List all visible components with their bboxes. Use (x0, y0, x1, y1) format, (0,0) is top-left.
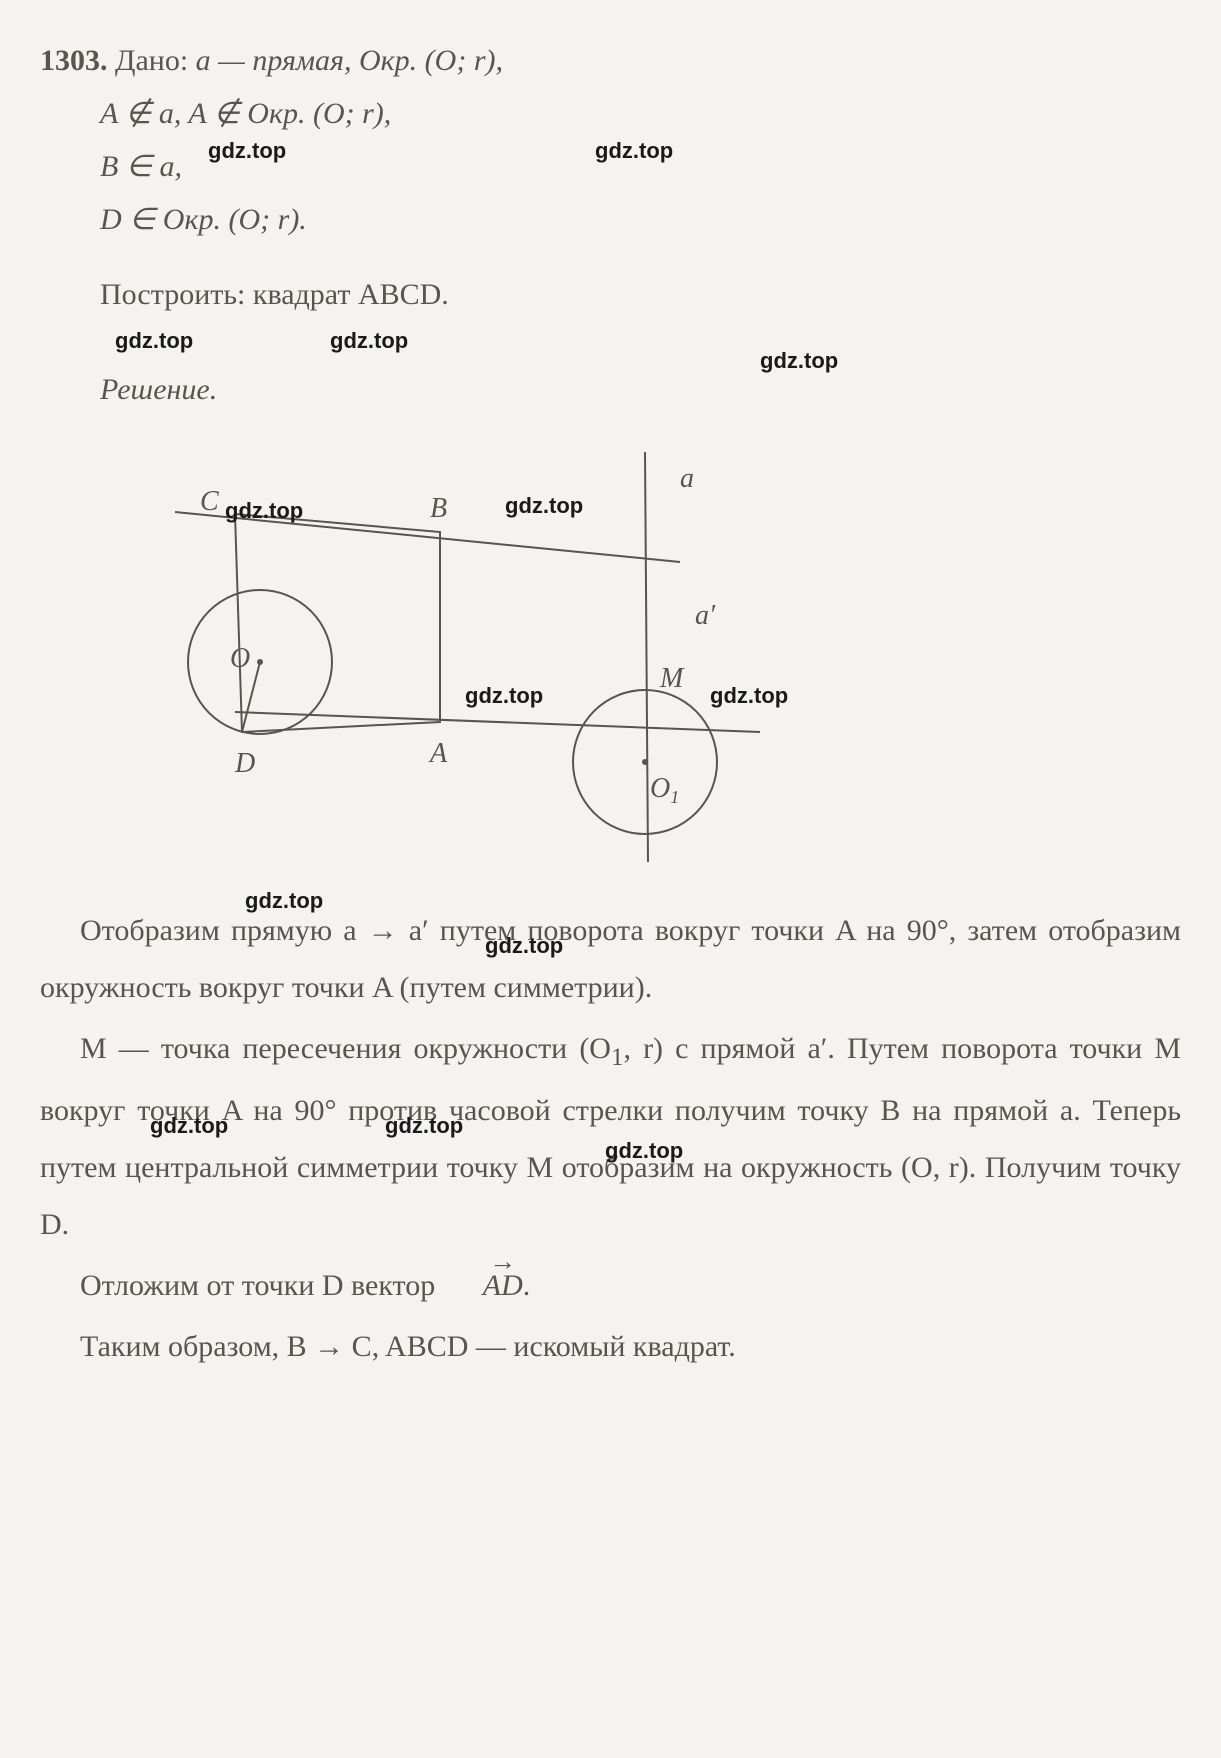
watermark: gdz.top (330, 328, 408, 354)
vector-AD: AD (443, 1257, 523, 1314)
geometry-diagram: a a′ B C O D A M O1 (140, 432, 840, 872)
solution-p3a: Отложим от точки D вектор (80, 1269, 443, 1302)
construct-line: Построить: квадрат ABCD. (100, 272, 1181, 317)
solution-p4: Таким образом, B → C, ABCD — искомый ква… (40, 1318, 1181, 1375)
construct-text: Построить: квадрат ABCD. (100, 278, 449, 311)
condition-3: D ∈ Окр. (O; r). (100, 197, 1181, 242)
svg-text:C: C (200, 486, 219, 517)
solution-body: Отобразим прямую a → a′ путем поворота в… (40, 902, 1181, 1375)
solution-p4-text: Таким образом, B → C, ABCD — искомый ква… (80, 1330, 736, 1363)
solution-p2a: M — точка пересечения окружности (O (80, 1032, 611, 1065)
svg-text:a: a (680, 463, 694, 494)
svg-text:D: D (234, 748, 255, 779)
solution-p3: Отложим от точки D вектор AD. (40, 1257, 1181, 1314)
svg-text:M: M (659, 663, 685, 694)
solution-p2a-sub: 1 (611, 1044, 624, 1071)
given-main: a — прямая, Окр. (O; r), (196, 44, 503, 77)
solution-p1-text: Отобразим прямую a → a′ путем поворота в… (40, 914, 1181, 1004)
solution-p3b: . (523, 1269, 531, 1302)
given-line-1: 1303. Дано: a — прямая, Окр. (O; r), (40, 38, 1181, 83)
watermark: gdz.top (115, 328, 193, 354)
solution-p2: M — точка пересечения окружности (O1, r)… (40, 1020, 1181, 1253)
svg-text:B: B (430, 493, 447, 524)
diagram-svg: a a′ B C O D A M O1 (140, 432, 840, 872)
condition-1: A ∉ a, A ∉ Окр. (O; r), (100, 91, 1181, 136)
svg-text:O1: O1 (650, 773, 679, 807)
condition-2: B ∈ a, (100, 144, 1181, 189)
problem-number: 1303. (40, 44, 108, 77)
page-content: 1303. Дано: a — прямая, Окр. (O; r), A ∉… (40, 38, 1181, 1375)
svg-text:a′: a′ (695, 600, 716, 631)
solution-label: Решение. (100, 367, 1181, 412)
solution-p1: Отобразим прямую a → a′ путем поворота в… (40, 902, 1181, 1016)
svg-text:O: O (230, 643, 250, 674)
given-label: Дано: (115, 44, 188, 77)
svg-text:A: A (428, 738, 448, 769)
